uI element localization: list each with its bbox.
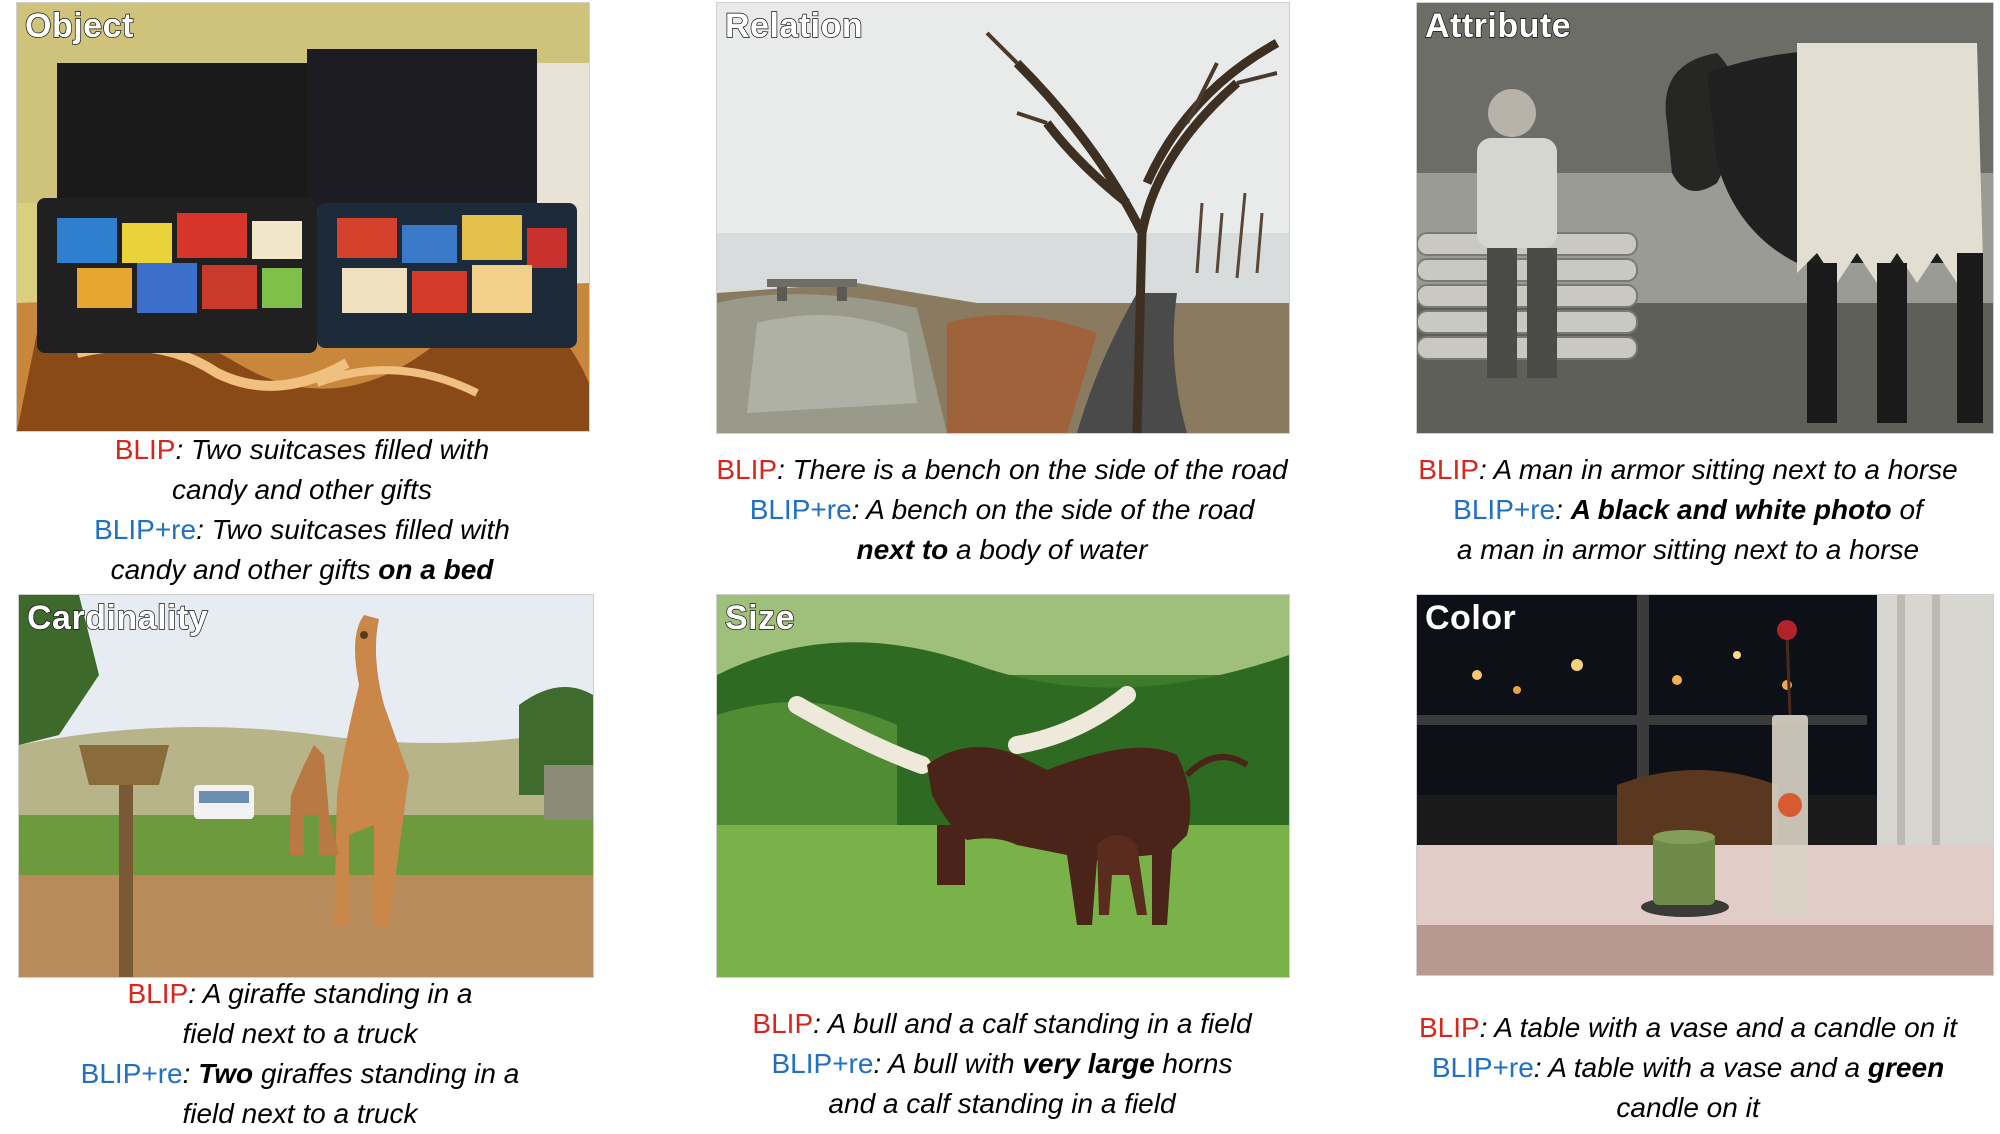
blip-label: BLIP	[1418, 454, 1479, 485]
caption-line: field next to a truck	[182, 1018, 418, 1049]
caption-line: BLIP: A man in armor sitting next to a h…	[1376, 450, 2000, 490]
photo-giraffes: Cardinality	[18, 594, 594, 978]
blipre-caption: :	[1555, 494, 1571, 525]
blipre-label: BLIP+re	[771, 1048, 874, 1079]
photo-bench-path: Relation	[716, 2, 1290, 434]
photo-suitcases: Object	[16, 2, 590, 432]
blipre-caption: : A bull with	[873, 1048, 1023, 1079]
category-label: Object	[24, 6, 134, 45]
bull-calf-illustration	[717, 595, 1289, 977]
vase-candle-illustration	[1417, 595, 1993, 975]
blipre-caption: : A bench on the side of the road	[851, 494, 1255, 525]
blipre-emphasis: Two	[198, 1058, 254, 1089]
blipre-emphasis: very large	[1022, 1048, 1155, 1079]
caption-line: BLIP+re: A black and white photo of	[1376, 490, 2000, 530]
caption-line: BLIP+re: Two suitcases filled with	[0, 510, 604, 550]
caption-color: BLIP: A table with a vase and a candle o…	[1376, 1008, 2000, 1128]
blip-label: BLIP	[752, 1008, 814, 1039]
blip-caption: : A table with a vase and a candle on it	[1479, 1012, 1958, 1043]
caption-line: BLIP: A bull and a calf standing in a fi…	[676, 1004, 1328, 1044]
blip-label: BLIP	[1418, 1012, 1480, 1043]
photo-vase-candle: Color	[1416, 594, 1994, 976]
caption-line: BLIP+re: A bench on the side of the road	[676, 490, 1328, 530]
blipre-label: BLIP+re	[94, 514, 197, 545]
category-label: Relation	[724, 6, 864, 45]
caption-line: a man in armor sitting next to a horse	[1456, 534, 1920, 565]
caption-cardinality: BLIP: A giraffe standing in a field next…	[0, 974, 600, 1134]
caption-line: BLIP+re: A table with a vase and a green	[1376, 1048, 2000, 1088]
blipre-caption: : A table with a vase and a	[1533, 1052, 1868, 1083]
photo-knight-horse: Attribute	[1416, 2, 1994, 434]
caption-relation: BLIP: There is a bench on the side of th…	[676, 450, 1328, 570]
caption-line: field next to a truck	[182, 1098, 418, 1129]
blip-caption: : A giraffe standing in a	[188, 978, 473, 1009]
caption-line: BLIP+re: A bull with very large horns	[676, 1044, 1328, 1084]
category-label: Size	[724, 598, 796, 637]
blip-caption: : A man in armor sitting next to a horse	[1478, 454, 1958, 485]
category-label: Attribute	[1424, 6, 1572, 45]
caption-line: candy and other gifts	[172, 474, 432, 505]
blipre-caption: of	[1891, 494, 1923, 525]
blipre-label: BLIP+re	[1453, 494, 1556, 525]
blipre-caption: a body of water	[948, 534, 1148, 565]
blip-caption: : A bull and a calf standing in a field	[813, 1008, 1252, 1039]
blipre-emphasis: green	[1867, 1052, 1945, 1083]
blipre-label: BLIP+re	[80, 1058, 183, 1089]
blip-caption: : There is a bench on the side of the ro…	[777, 454, 1288, 485]
blipre-label: BLIP+re	[749, 494, 852, 525]
blipre-caption: giraffes standing in a	[253, 1058, 520, 1089]
caption-line: BLIP: A table with a vase and a candle o…	[1376, 1008, 2000, 1048]
caption-line: candy and other gifts on a bed	[0, 550, 604, 590]
blipre-emphasis: on a bed	[378, 554, 494, 585]
blipre-caption: horns	[1154, 1048, 1233, 1079]
caption-line: next to a body of water	[676, 530, 1328, 570]
blip-label: BLIP	[114, 434, 176, 465]
blipre-caption: : Two suitcases filled with	[196, 514, 510, 545]
caption-line: BLIP: There is a bench on the side of th…	[676, 450, 1328, 490]
caption-line: BLIP: Two suitcases filled with	[0, 430, 604, 470]
blip-caption: : Two suitcases filled with	[175, 434, 490, 465]
caption-line: BLIP: A giraffe standing in a	[0, 974, 600, 1014]
caption-attribute: BLIP: A man in armor sitting next to a h…	[1376, 450, 2000, 570]
bench-path-illustration	[717, 3, 1289, 433]
caption-size: BLIP: A bull and a calf standing in a fi…	[676, 1004, 1328, 1124]
knight-horse-illustration	[1417, 3, 1993, 433]
caption-line: and a calf standing in a field	[828, 1088, 1176, 1119]
blip-label: BLIP	[127, 978, 189, 1009]
blipre-emphasis: A black and white photo	[1570, 494, 1892, 525]
category-label: Cardinality	[26, 598, 209, 637]
category-label: Color	[1424, 598, 1517, 637]
giraffes-illustration	[19, 595, 593, 977]
suitcases-illustration	[17, 3, 589, 431]
photo-bull-calf: Size	[716, 594, 1290, 978]
caption-object: BLIP: Two suitcases filled with candy an…	[0, 430, 604, 590]
caption-line: BLIP+re: Two giraffes standing in a	[0, 1054, 600, 1094]
blipre-label: BLIP+re	[1431, 1052, 1534, 1083]
caption-line: candle on it	[1616, 1092, 1760, 1123]
blipre-caption: candy and other gifts	[110, 554, 379, 585]
blip-label: BLIP	[716, 454, 778, 485]
blipre-caption: :	[182, 1058, 199, 1089]
blipre-emphasis: next to	[856, 534, 949, 565]
